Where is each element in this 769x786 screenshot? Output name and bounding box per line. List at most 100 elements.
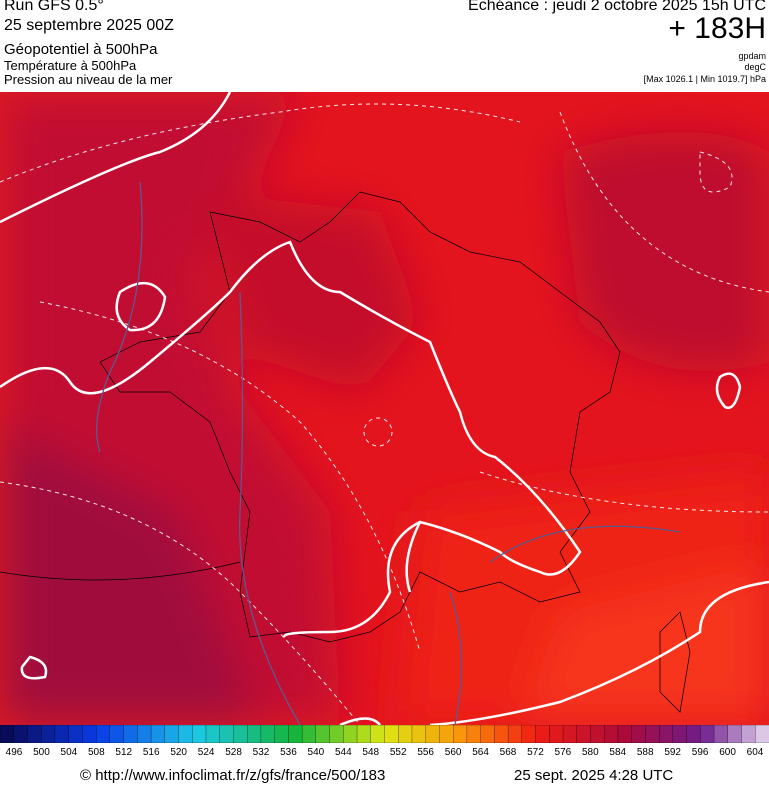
colorbar-swatch <box>590 725 605 743</box>
colorbar-swatch <box>535 725 550 743</box>
colorbar-swatch <box>205 725 221 743</box>
lead-time: + 183H <box>668 12 766 45</box>
colorbar-label: 552 <box>389 747 407 758</box>
colorbar-swatch <box>137 725 152 743</box>
colorbar-swatch <box>150 725 166 743</box>
colorbar-swatch <box>178 725 193 743</box>
colorbar-label: 528 <box>225 747 242 758</box>
colorbar-swatch <box>260 725 276 743</box>
colorbar-swatch <box>439 725 454 743</box>
unit-temp: degC <box>744 62 766 72</box>
colorbar-swatch <box>658 725 674 743</box>
colorbar-swatch <box>288 725 303 743</box>
colorbar-swatch <box>425 725 441 743</box>
colorbar-label: 560 <box>444 747 462 758</box>
colorbar-label: 580 <box>581 747 599 758</box>
timestamp: 25 sept. 2025 4:28 UTC <box>514 767 674 784</box>
colorbar-label: 524 <box>197 747 215 758</box>
colorbar-swatch <box>411 725 427 743</box>
colorbar-label: 548 <box>362 747 380 758</box>
colorbar-swatch <box>604 725 619 743</box>
colorbar-label: 584 <box>609 747 627 758</box>
colorbar-swatch <box>480 725 496 743</box>
colorbar-swatch <box>82 725 97 743</box>
colorbar-label: 504 <box>60 747 78 758</box>
colorbar-swatch <box>301 725 317 743</box>
colorbar-label: 604 <box>746 747 764 758</box>
field-3: Pression au niveau de la mer <box>4 72 173 87</box>
colorbar-label: 564 <box>472 747 489 758</box>
colorbar-swatch <box>164 725 180 743</box>
colorbar-labels: 496 500 504 508 512 516 520 524 528 532 536 540 544 5… <box>0 747 769 761</box>
colorbar-label: 540 <box>307 747 325 758</box>
colorbar-swatch <box>329 725 344 743</box>
colorbar-swatch <box>562 725 578 743</box>
colorbar-swatch <box>549 725 564 743</box>
colorbar-swatch <box>109 725 125 743</box>
colorbar-swatch <box>192 725 207 743</box>
colorbar-swatch <box>700 725 715 743</box>
colorbar-swatch <box>576 725 592 743</box>
colorbar-swatch <box>727 725 743 743</box>
source-url: © http://www.infoclimat.fr/z/gfs/france/… <box>80 767 386 784</box>
colorbar-swatch <box>672 725 688 743</box>
colorbar-label: 512 <box>115 747 133 758</box>
colorbar-swatch <box>384 725 399 743</box>
colorbar-label: 588 <box>636 747 654 758</box>
colorbar-swatch <box>54 725 70 743</box>
colorbar-swatch <box>370 725 386 743</box>
colorbar-swatch <box>755 725 769 743</box>
colorbar-swatch <box>645 725 660 743</box>
colorbar-swatch <box>453 725 468 743</box>
colorbar-label: 592 <box>664 747 681 758</box>
colorbar-label: 520 <box>170 747 187 758</box>
map <box>0 92 769 725</box>
colorbar-label: 556 <box>417 747 434 758</box>
field-1: Géopotentiel à 500hPa <box>4 41 158 58</box>
colorbar-label: 596 <box>691 747 709 758</box>
coastlines <box>0 191 691 713</box>
pressure-range: [Max 1026.1 | Min 1019.7] hPa <box>643 74 766 84</box>
colorbar-swatch <box>13 725 29 743</box>
echeance: Echéance : jeudi 2 octobre 2025 15h UTC <box>468 0 766 14</box>
unit-gp: gpdam <box>738 51 766 61</box>
colorbar-swatch <box>398 725 413 743</box>
colorbar-label: 496 <box>5 747 23 758</box>
field-2: Température à 500hPa <box>4 58 137 73</box>
temperature-isolines <box>0 103 769 725</box>
colorbar-label: 532 <box>252 747 270 758</box>
colorbar-swatch <box>219 725 235 743</box>
colorbar-swatch <box>343 725 358 743</box>
geopotential-isolines <box>0 92 769 725</box>
colorbar-swatch <box>123 725 138 743</box>
colorbar-swatch <box>95 725 111 743</box>
colorbar-label: 536 <box>280 747 297 758</box>
colorbar-swatch <box>274 725 290 743</box>
colorbar-swatch <box>521 725 537 743</box>
colorbar-swatch <box>686 725 701 743</box>
colorbar-label: 508 <box>87 747 105 758</box>
colorbar-swatch <box>466 725 482 743</box>
colorbar-label: 516 <box>142 747 160 758</box>
colorbar-swatch <box>356 725 372 743</box>
colorbar-swatch <box>617 725 633 743</box>
colorbar <box>0 725 769 743</box>
colorbar-swatch <box>631 725 647 743</box>
run: Run GFS 0.5° <box>4 0 104 14</box>
colorbar-label: 576 <box>554 747 572 758</box>
colorbar-swatch <box>247 725 262 743</box>
colorbar-label: 500 <box>33 747 50 758</box>
colorbar-swatch <box>68 725 84 743</box>
colorbar-swatch <box>315 725 331 743</box>
colorbar-swatch <box>27 725 42 743</box>
colorbar-label: 544 <box>334 747 352 758</box>
colorbar-label: 572 <box>527 747 544 758</box>
colorbar-swatch <box>713 725 729 743</box>
colorbar-label: 568 <box>499 747 517 758</box>
colorbar-swatch <box>41 725 56 743</box>
run-date: 25 septembre 2025 00Z <box>4 17 174 34</box>
colorbar-swatch <box>741 725 756 743</box>
colorbar-label: 600 <box>719 747 736 758</box>
colorbar-swatch <box>494 725 509 743</box>
